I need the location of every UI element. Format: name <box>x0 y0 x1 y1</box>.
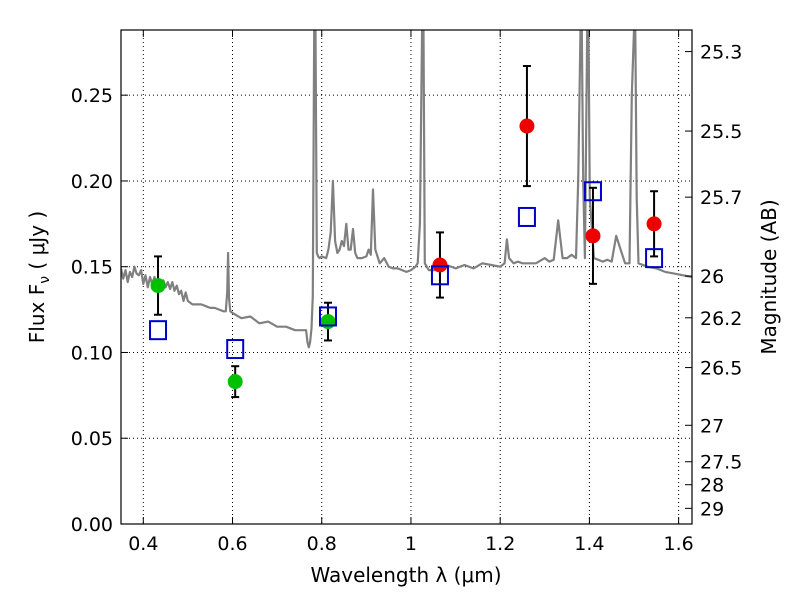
spectrum-line <box>121 30 692 349</box>
y2-tick-label: 27 <box>700 415 724 437</box>
y-tick-label: 0.00 <box>71 514 113 536</box>
y-tick-label: 0.20 <box>71 171 113 193</box>
data-point-circle <box>585 228 601 244</box>
x-tick-label: 0.6 <box>217 533 247 555</box>
data-point-circle <box>227 374 243 390</box>
plot-frame <box>120 29 693 525</box>
data-point-circle <box>646 216 662 232</box>
data-point-circle <box>432 257 448 273</box>
x-tick-label: 0.8 <box>307 533 337 555</box>
y-tick-label: 0.05 <box>71 428 113 450</box>
y-tick-label: 0.15 <box>71 257 113 279</box>
y2-tick-label: 25.3 <box>700 42 742 64</box>
model-point-square <box>517 206 536 227</box>
model-point-square <box>149 320 168 341</box>
y-axis-title-unit: ( μJy ) <box>25 211 49 276</box>
axis-ticks: 0.4 0.6 0.8 1 1.2 1.4 1.6 0.00 0.05 0.10 0.15 0.20 0… <box>71 30 742 555</box>
x-tick-label: 1.6 <box>664 533 694 555</box>
model-point-square <box>645 248 664 269</box>
x-tick-label: 0.4 <box>128 533 158 555</box>
model-point-square <box>226 339 245 360</box>
y2-tick-label: 26.5 <box>700 358 742 380</box>
y2-tick-label: 29 <box>700 498 724 520</box>
y2-axis-title: Magnitude (AB) <box>757 199 781 354</box>
data-point-circle <box>519 118 535 134</box>
x-tick-label: 1.4 <box>574 533 604 555</box>
y-axis-title-subscript: ν <box>37 276 53 284</box>
photometry-markers <box>149 65 664 399</box>
model-point-square <box>318 306 337 327</box>
x-tick-label: 1.2 <box>485 533 515 555</box>
y2-tick-label: 26.2 <box>700 308 742 330</box>
grid-lines <box>121 30 692 525</box>
y2-tick-label: 25.5 <box>700 121 742 143</box>
axes-frame <box>120 29 693 525</box>
model-point-square <box>583 181 602 202</box>
x-tick-label: 1 <box>405 533 417 555</box>
data-point-circle <box>320 314 336 330</box>
data-point-circle <box>150 278 166 294</box>
y2-tick-label: 25.7 <box>700 187 742 209</box>
plot-background <box>121 30 692 524</box>
y-axis-title: Flux Fν ( μJy ) <box>25 211 53 343</box>
y2-tick-label: 28 <box>700 475 724 497</box>
model-point-square <box>430 265 449 286</box>
y-tick-label: 0.25 <box>71 85 113 107</box>
x-axis-title: Wavelength λ (μm) <box>310 563 501 587</box>
spectrum-layer <box>121 30 692 349</box>
y2-tick-label: 27.5 <box>700 452 742 474</box>
y2-tick-label: 26 <box>700 266 724 288</box>
y-tick-label: 0.10 <box>71 342 113 364</box>
